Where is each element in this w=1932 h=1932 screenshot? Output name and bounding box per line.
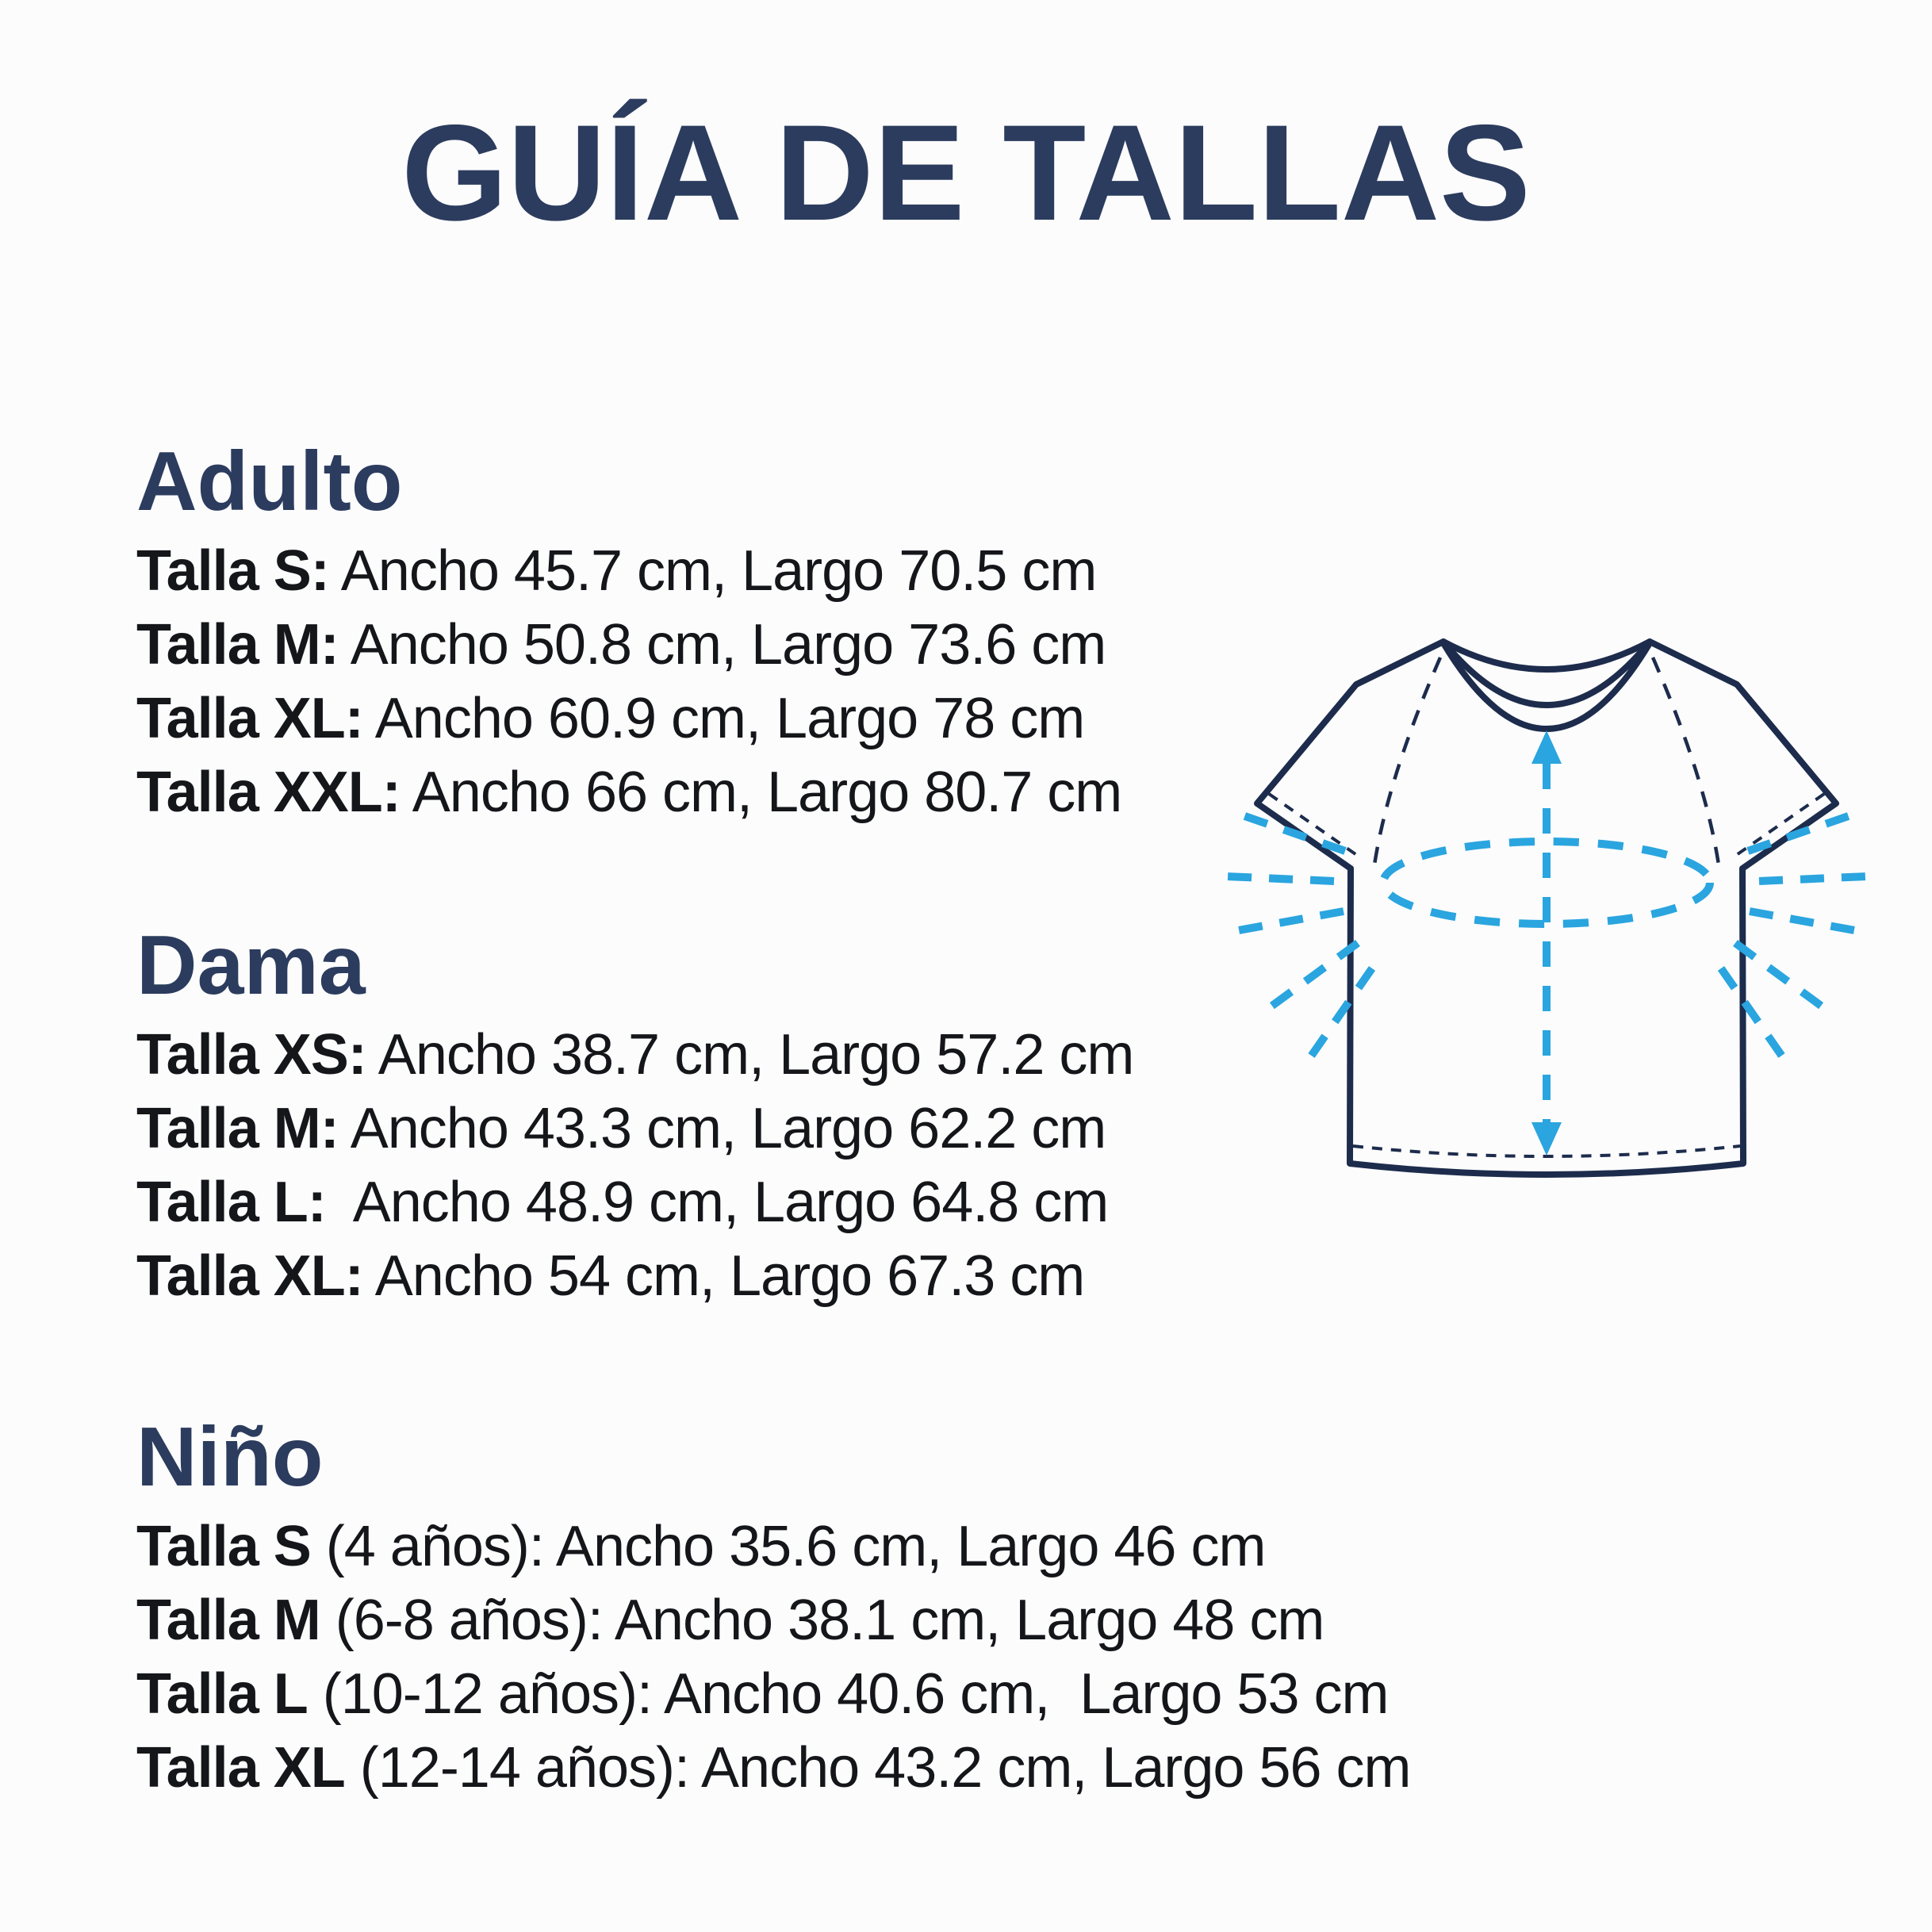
size-label: Talla M:	[136, 1097, 339, 1160]
section-dama: Dama Talla XS: Ancho 38.7 cm, Largo 57.2…	[136, 918, 1135, 1313]
size-row: Talla L: Ancho 48.9 cm, Largo 64.8 cm	[136, 1166, 1133, 1240]
size-label: Talla XL:	[136, 687, 364, 750]
size-detail: Ancho 60.9 cm, Largo 78 cm	[362, 687, 1085, 750]
length-measure-arrow	[1531, 730, 1562, 1156]
section-rows: Talla S: Ancho 45.7 cm, Largo 70.5 cm Ta…	[136, 535, 1122, 830]
size-row: Talla L (10-12 años): Ancho 40.6 cm, Lar…	[136, 1658, 1411, 1731]
size-detail: Ancho 48.9 cm, Largo 64.8 cm	[325, 1171, 1110, 1234]
size-row: Talla XXL: Ancho 66 cm, Largo 80.7 cm	[136, 756, 1122, 830]
width-rays-left	[1225, 809, 1376, 1064]
section-heading-adulto: Adulto	[136, 435, 403, 528]
size-detail: Ancho 45.7 cm, Largo 70.5 cm	[328, 539, 1098, 603]
tshirt-measurement-diagram-icon	[1225, 638, 1868, 1178]
page-title: GUÍA DE TALLAS	[401, 97, 1531, 249]
size-row: Talla S: Ancho 45.7 cm, Largo 70.5 cm	[136, 535, 1121, 608]
size-detail: (10-12 años): Ancho 40.6 cm, Largo 53 cm	[307, 1662, 1390, 1726]
size-row: Talla S (4 años): Ancho 35.6 cm, Largo 4…	[136, 1510, 1411, 1584]
size-detail: Ancho 38.7 cm, Largo 57.2 cm	[366, 1023, 1135, 1087]
section-rows: Talla S (4 años): Ancho 35.6 cm, Largo 4…	[136, 1510, 1412, 1805]
raglan-seam-left	[1371, 657, 1443, 871]
size-label: Talla L:	[136, 1171, 327, 1234]
collar-neckline	[1440, 640, 1653, 732]
size-label: Talla XL	[136, 1736, 346, 1800]
size-row: Talla XL: Ancho 60.9 cm, Largo 78 cm	[136, 682, 1121, 756]
size-label: Talla XL:	[136, 1244, 364, 1308]
size-row: Talla XL (12-14 años): Ancho 43.2 cm, La…	[136, 1731, 1412, 1805]
size-detail: Ancho 66 cm, Largo 80.7 cm	[400, 761, 1122, 824]
size-row: Talla M: Ancho 43.3 cm, Largo 62.2 cm	[136, 1092, 1133, 1166]
section-nino: Niño Talla S (4 años): Ancho 35.6 cm, La…	[136, 1410, 1412, 1805]
size-label: Talla S:	[136, 539, 330, 603]
raglan-seam-right	[1650, 657, 1722, 871]
size-label: Talla S	[136, 1515, 312, 1578]
size-label: Talla XXL:	[136, 761, 401, 824]
section-heading-dama: Dama	[136, 918, 366, 1012]
width-rays-right	[1717, 809, 1868, 1064]
chest-measure-ellipse	[1379, 838, 1714, 928]
size-detail: Ancho 54 cm, Largo 67.3 cm	[362, 1244, 1085, 1308]
size-detail: (6-8 años): Ancho 38.1 cm, Largo 48 cm	[320, 1589, 1325, 1652]
size-detail: (12-14 años): Ancho 43.2 cm, Largo 56 cm	[344, 1736, 1412, 1800]
size-row: Talla M: Ancho 50.8 cm, Largo 73.6 cm	[136, 608, 1121, 682]
size-label: Talla L	[136, 1662, 309, 1726]
size-row: Talla M (6-8 años): Ancho 38.1 cm, Largo…	[136, 1584, 1411, 1658]
section-adulto: Adulto Talla S: Ancho 45.7 cm, Largo 70.…	[136, 435, 1122, 830]
size-label: Talla XS:	[136, 1023, 367, 1087]
collar-band	[1440, 638, 1653, 708]
size-detail: (4 años): Ancho 35.6 cm, Largo 46 cm	[310, 1515, 1267, 1578]
size-label: Talla M:	[136, 613, 339, 677]
size-row: Talla XS: Ancho 38.7 cm, Largo 57.2 cm	[136, 1018, 1135, 1092]
bottom-hem-dashed	[1352, 1144, 1741, 1158]
size-detail: Ancho 43.3 cm, Largo 62.2 cm	[338, 1097, 1107, 1160]
size-row: Talla XL: Ancho 54 cm, Largo 67.3 cm	[136, 1240, 1133, 1313]
size-detail: Ancho 50.8 cm, Largo 73.6 cm	[338, 613, 1107, 677]
size-label: Talla M	[136, 1589, 321, 1652]
section-rows: Talla XS: Ancho 38.7 cm, Largo 57.2 cm T…	[136, 1018, 1135, 1313]
section-heading-nino: Niño	[136, 1410, 324, 1504]
